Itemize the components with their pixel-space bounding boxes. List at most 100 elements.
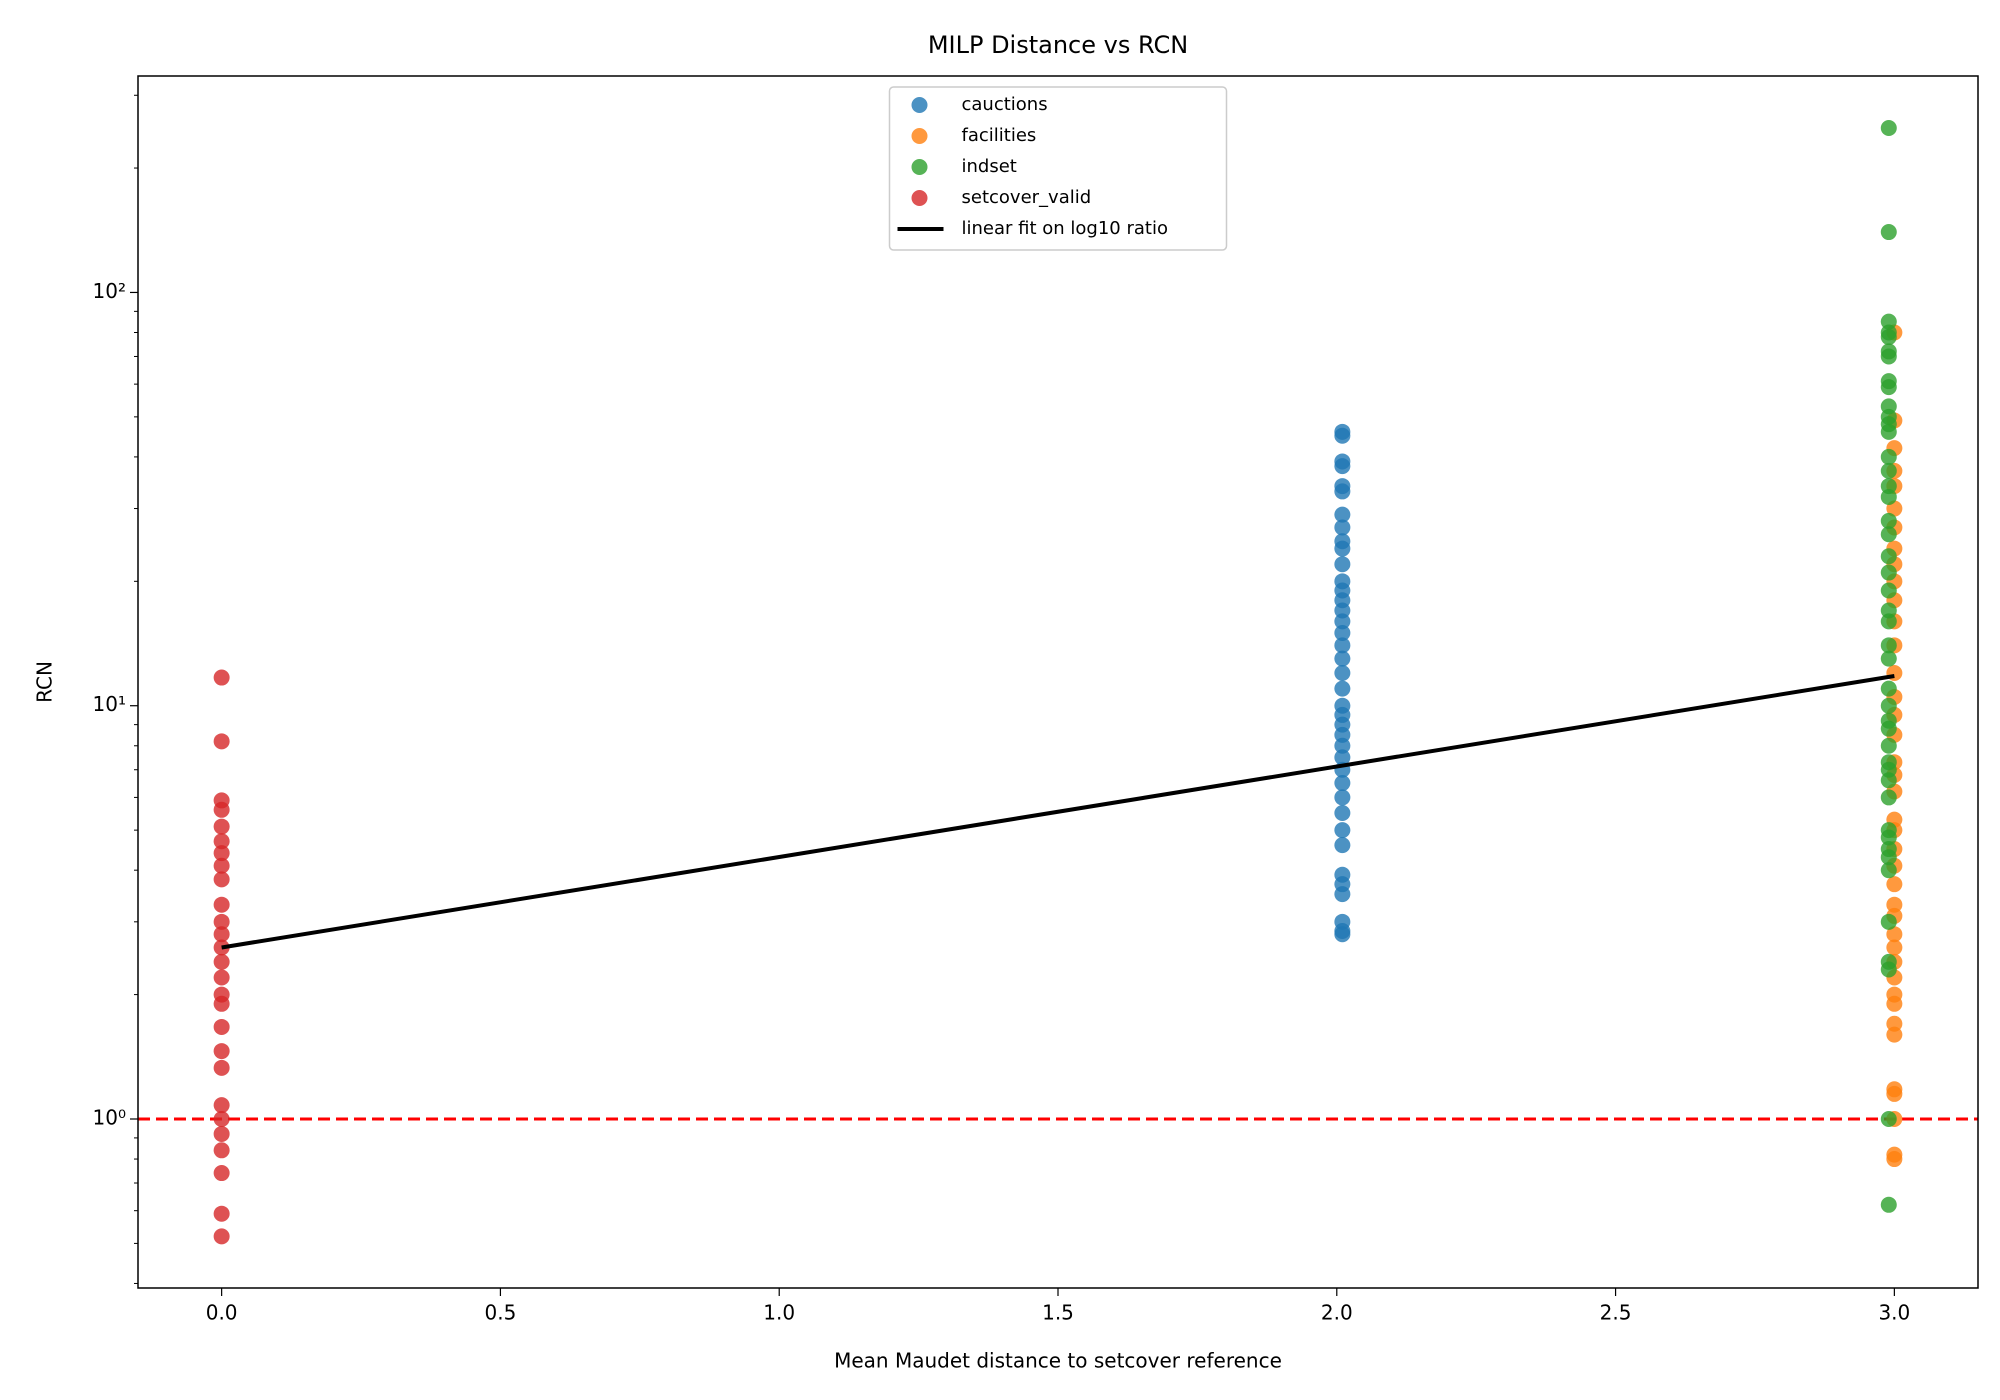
scatter-point [1334,650,1351,667]
scatter-point [1880,379,1897,396]
scatter-point [1880,613,1897,630]
x-axis-label: Mean Maudet distance to setcover referen… [834,1349,1282,1373]
legend-marker [911,190,928,206]
scatter-point [1880,119,1897,136]
scatter-point [1880,582,1897,599]
scatter-point [213,733,230,750]
scatter-point [1880,526,1897,543]
scatter-point [1880,720,1897,737]
legend-label: indset [962,156,1017,177]
scatter-point [1880,512,1897,529]
scatter-point [213,1110,230,1127]
scatter-point [213,1228,230,1245]
scatter-point [213,1125,230,1142]
legend-label: setcover_valid [962,187,1092,208]
legend-marker [911,159,928,175]
scatter-point [1880,913,1897,930]
scatter-point [1880,849,1897,866]
scatter-point [213,913,230,930]
scatter-point [1880,548,1897,565]
scatter-point [1334,427,1351,444]
scatter-point [1880,829,1897,846]
scatter-point [1334,519,1351,536]
scatter-point [1334,483,1351,500]
scatter-point [1880,329,1897,346]
legend-label: linear fit on log10 ratio [962,218,1168,239]
scatter-point [213,953,230,970]
x-tick-label: 3.0 [1878,1301,1910,1325]
scatter-point [1334,789,1351,806]
scatter-point [213,995,230,1012]
scatter-point [1334,613,1351,630]
scatter-point [213,1205,230,1222]
scatter-point [1334,837,1351,854]
scatter-point [1886,896,1903,913]
scatter-point [1880,462,1897,479]
scatter-point [1880,737,1897,754]
x-tick-label: 2.5 [1600,1301,1632,1325]
scatter-point [213,845,230,862]
scatter-point [1880,637,1897,654]
scatter-point [213,801,230,818]
scatter-point [1880,1196,1897,1213]
scatter-point [1334,540,1351,557]
legend-label: facilities [962,125,1037,146]
scatter-point [1880,789,1897,806]
scatter-point [213,896,230,913]
scatter-point [1880,961,1897,978]
scatter-point [213,1142,230,1159]
scatter-point [1334,737,1351,754]
y-tick-label: 10⁰ [93,1105,126,1129]
scatter-point [1880,448,1897,465]
scatter-point [213,1043,230,1060]
scatter-point [1334,665,1351,682]
y-tick-label: 10¹ [93,692,126,716]
scatter-point [1880,423,1897,440]
scatter-point [1334,680,1351,697]
scatter-point [1886,1026,1903,1043]
chart-title: MILP Distance vs RCN [928,31,1188,59]
scatter-point [1880,224,1897,241]
scatter-point [1886,995,1903,1012]
scatter-point [1334,775,1351,792]
legend-marker [911,97,928,113]
legend-marker [911,128,928,144]
scatter-point [213,857,230,874]
y-tick-label: 10² [93,279,126,303]
plot-frame [137,75,1979,1289]
scatter-point [213,969,230,986]
scatter-point [1334,624,1351,641]
scatter-point [1886,939,1903,956]
scatter-point [1880,697,1897,714]
scatter-point [1334,926,1351,943]
scatter-point [1886,926,1903,943]
scatter-point [1334,886,1351,903]
scatter-point [1334,749,1351,766]
scatter-point [1880,1110,1897,1127]
scatter-point [1334,556,1351,573]
scatter-point [1880,564,1897,581]
scatter-point [1886,1085,1903,1102]
scatter-point [1334,458,1351,475]
scatter-point [1880,650,1897,667]
scatter-point [213,1097,230,1114]
scatter-point [1880,862,1897,879]
scatter-point [213,926,230,943]
scatter-point [1334,506,1351,523]
legend-label: cauctions [962,94,1048,115]
scatter-point [1886,1151,1903,1168]
x-tick-label: 0.0 [206,1301,238,1325]
scatter-point [213,1165,230,1182]
scatter-point [213,1018,230,1035]
scatter-point [1880,772,1897,789]
scatter-point [213,871,230,888]
x-tick-label: 0.5 [485,1301,517,1325]
scatter-point [213,669,230,686]
scatter-point [1886,876,1903,893]
scatter-point [1880,348,1897,365]
scatter-point [1334,637,1351,654]
x-tick-label: 1.5 [1042,1301,1074,1325]
x-tick-label: 1.0 [763,1301,795,1325]
x-tick-label: 2.0 [1321,1301,1353,1325]
